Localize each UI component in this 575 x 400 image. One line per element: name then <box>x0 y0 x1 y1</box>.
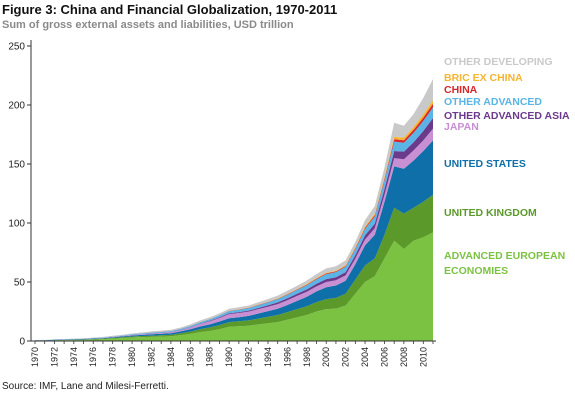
y-tick-label: 150 <box>8 160 25 171</box>
legend-label-other-advanced: OTHER ADVANCED <box>444 96 542 108</box>
legend-label-bric-ex-china: BRIC EX CHINA <box>444 72 523 84</box>
x-tick-label: 1986 <box>185 347 195 367</box>
x-tick-label: 1998 <box>302 347 312 367</box>
y-tick-label: 0 <box>19 337 25 348</box>
y-tick-label: 100 <box>8 219 25 230</box>
area-advanced-european-economies <box>35 232 433 341</box>
legend-label-other-advanced-asia: OTHER ADVANCED ASIA <box>444 110 570 122</box>
x-tick-label: 1984 <box>166 347 176 367</box>
area-united-states <box>35 140 433 341</box>
chart-subtitle: Sum of gross external assets and liabili… <box>2 19 294 31</box>
y-tick-label: 250 <box>8 42 25 53</box>
x-tick-label: 1982 <box>147 347 157 367</box>
legend-label-united-states: UNITED STATES <box>444 158 526 170</box>
x-tick-label: 1974 <box>69 347 79 367</box>
legend-label-united-kingdom: UNITED KINGDOM <box>444 207 537 219</box>
x-tick-label: 2010 <box>418 347 428 367</box>
x-tick-label: 1980 <box>127 347 137 367</box>
x-tick-label: 1996 <box>282 347 292 367</box>
x-tick-label: 2004 <box>360 347 370 367</box>
x-tick-label: 1978 <box>108 347 118 367</box>
y-tick-label: 50 <box>14 278 26 289</box>
x-tick-label: 1990 <box>224 347 234 367</box>
x-tick-label: 2008 <box>399 347 409 367</box>
chart-title: Figure 3: China and Financial Globalizat… <box>2 2 338 17</box>
legend-label-other-developing: OTHER DEVELOPING <box>444 56 553 68</box>
x-tick-label: 2000 <box>321 347 331 367</box>
x-tick-label: 2002 <box>341 347 351 367</box>
source-note: Source: IMF, Lane and Milesi-Ferretti. <box>2 381 169 392</box>
area-united-kingdom <box>35 194 433 341</box>
legend-label-advanced-european-economies: ADVANCED EUROPEAN ECONOMIES <box>444 250 565 277</box>
legend-label-china: CHINA <box>444 84 478 96</box>
x-tick-label: 1992 <box>244 347 254 367</box>
x-tick-label: 1972 <box>49 347 59 367</box>
x-tick-label: 1988 <box>205 347 215 367</box>
x-tick-label: 1970 <box>30 347 40 367</box>
y-tick-label: 200 <box>8 101 25 112</box>
x-tick-label: 2006 <box>380 347 390 367</box>
x-tick-label: 1994 <box>263 347 273 367</box>
x-tick-label: 1976 <box>88 347 98 367</box>
legend-label-japan: JAPAN <box>444 121 479 133</box>
